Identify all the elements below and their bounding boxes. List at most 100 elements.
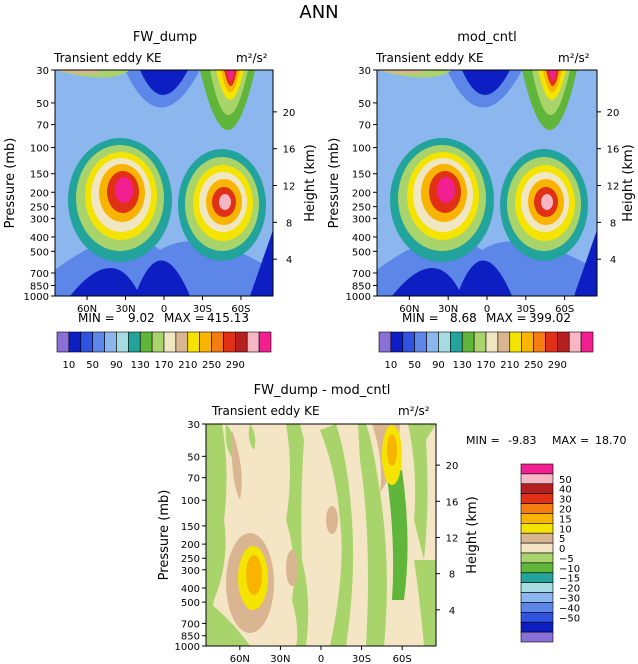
colorbar-swatch [520,592,554,603]
colorbar-swatch [533,331,546,353]
colorbar-label: 90 [110,360,123,371]
colorbar-swatch [187,331,200,353]
panel-subtitle: Transient eddy KE [375,51,484,65]
x-tick-label: 30N [438,304,458,315]
y-tick-label: 150 [30,170,49,181]
colorbar-swatch [450,331,463,353]
colorbar-swatch [68,331,82,353]
panel-mod-cntl: mod_cntl Transient eddy KE m²/s² [327,30,636,371]
y-tick-label: 850 [352,282,371,293]
y-right-tick-label: 12 [283,182,296,193]
y-right-tick-label: 12 [607,182,620,193]
colorbar-label: 20 [559,505,572,516]
min-value: 8.68 [450,311,477,325]
units-label: m²/s² [558,51,590,65]
colorbar-label: 50 [86,360,99,371]
contour-field [55,70,273,296]
y-tick-label: 300 [181,566,200,577]
x-tick-label: 60N [230,654,250,664]
y-tick-label: 300 [30,214,49,225]
y-right-tick-label: 4 [610,255,616,266]
colorbar-swatch [520,503,554,514]
panel-subtitle: Transient eddy KE [211,404,320,418]
colorbar-swatch [258,331,272,353]
colorbar-swatch [80,331,93,353]
colorbar-label: 50 [559,475,572,486]
panel-difference: FW_dump - mod_cntl Transient eddy KE m²/… [157,383,627,664]
main-title: ANN [299,2,338,23]
colorbar-swatch [199,331,212,353]
panel-title: mod_cntl [457,30,516,45]
colorbar-swatch [223,331,236,353]
colorbar-swatch [390,331,404,353]
colorbar-label: 290 [226,360,245,371]
y-right-tick-label: 20 [283,108,296,119]
colorbar-label: 40 [559,485,572,496]
colorbar-swatch [521,331,534,353]
colorbar-label: 130 [131,360,150,371]
colorbar-label: 290 [548,360,567,371]
y-tick-label: 70 [36,121,49,132]
y-tick-label: 400 [30,233,49,244]
y-tick-label: 200 [30,188,49,199]
x-tick-label: 30S [516,304,535,315]
y-tick-label: 850 [30,282,49,293]
y-tick-label: 850 [181,632,200,643]
colorbar-label: −10 [559,564,580,575]
y-tick-label: 50 [36,99,49,110]
colorbar-swatch [520,523,554,534]
colorbar-swatch [520,552,554,564]
colorbar-label: 90 [432,360,445,371]
colorbar-swatch [139,331,153,353]
colorbar-swatch [116,331,129,353]
x-tick-label: 30N [115,304,135,315]
colorbar-label: 250 [202,360,221,371]
contour-field [206,424,436,646]
y-tick-label: 250 [181,554,200,565]
y-tick-label: 400 [181,584,200,595]
y-right-tick-label: 16 [283,145,296,156]
colorbar-label: 50 [408,360,421,371]
colorbar-label: −50 [559,613,580,624]
y-right-tick-label: 8 [449,570,455,581]
y-right-tick-label: 20 [607,108,620,119]
colorbar-label: −40 [559,603,580,614]
colorbar-swatch [520,532,554,544]
colorbar-swatch [163,331,177,353]
x-tick-label: 60N [399,304,419,315]
colorbar-label: −15 [559,574,580,585]
colorbar-label: 10 [63,360,76,371]
y-axis-label: Pressure (mb) [327,138,342,229]
colorbar-swatch [128,331,141,353]
min-label: MIN = [78,311,115,325]
colorbar-label: 170 [476,360,495,371]
colorbar-label: 10 [385,360,398,371]
y-right-tick-label: 20 [446,461,459,472]
colorbar-label: −5 [559,554,574,565]
y-tick-label: 30 [358,66,371,77]
panel-fw-dump: FW_dump Transient eddy KE m²/s² [3,30,318,371]
x-tick-label: 60S [393,654,412,664]
x-tick-label: 60S [231,304,250,315]
colorbar-swatch [557,331,570,353]
y-tick-label: 70 [187,474,200,485]
colorbar-label: 250 [524,360,543,371]
colorbar-label: 10 [559,524,572,535]
colorbar-swatch [56,331,70,353]
colorbar-swatch [151,331,165,353]
y-tick-label: 700 [181,619,200,630]
y-tick-label: 1000 [175,642,200,653]
y-axis-label: Pressure (mb) [3,138,18,229]
y-axis-label: Pressure (mb) [157,490,172,581]
max-label: MAX = [552,434,589,447]
colorbar-label: −30 [559,594,580,605]
y-tick-label: 700 [30,269,49,280]
colorbar-swatch [509,331,522,353]
colorbar-swatch [520,513,554,524]
x-tick-label: 60N [77,304,97,315]
colorbar-label: 170 [154,360,173,371]
units-label: m²/s² [398,404,430,418]
min-value: -9.83 [508,434,536,447]
colorbar-swatch [414,331,427,353]
colorbar-swatch [438,331,451,353]
